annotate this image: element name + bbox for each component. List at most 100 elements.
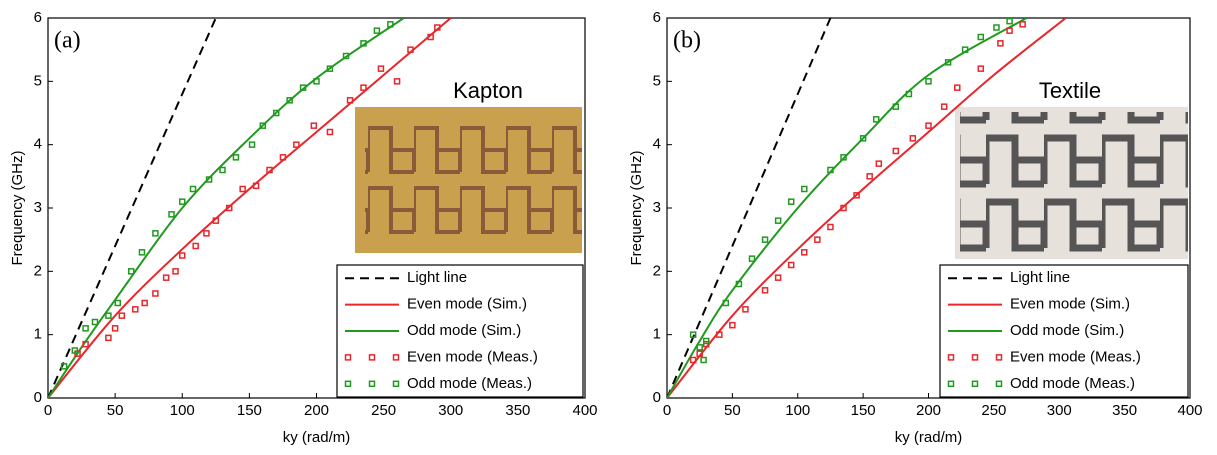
marker (814, 236, 821, 243)
legend-marker (368, 380, 376, 388)
legend-label: Even mode (Sim.) (1010, 296, 1130, 313)
marker (689, 331, 697, 338)
marker (961, 46, 969, 53)
marker (162, 274, 170, 281)
x-tick-label: 50 (724, 402, 741, 419)
y-tick-label: 2 (34, 262, 42, 279)
marker (944, 59, 952, 66)
marker (853, 192, 860, 199)
x-tick-label: 50 (107, 402, 124, 419)
marker (761, 236, 769, 243)
sim-line (48, 18, 405, 398)
legend-marker (392, 354, 400, 361)
y-tick-label: 5 (34, 72, 42, 89)
x-tick-label: 100 (170, 402, 195, 419)
marker (342, 52, 350, 60)
marker (248, 141, 256, 148)
legend-label: Light line (1010, 269, 1070, 286)
panel-label: (b) (673, 28, 701, 54)
y-tick-label: 0 (653, 389, 661, 406)
y-axis-label: Frequency (GHz) (628, 150, 645, 265)
marker (114, 299, 122, 307)
y-tick-label: 6 (34, 9, 42, 26)
y-tick-label: 4 (653, 136, 661, 153)
marker (286, 97, 293, 104)
marker (118, 312, 126, 319)
marker (954, 84, 961, 91)
marker (387, 21, 394, 28)
marker (700, 356, 707, 364)
y-tick-label: 3 (34, 199, 42, 216)
y-tick-label: 1 (34, 326, 42, 343)
legend-label: Odd mode (Meas.) (1010, 375, 1135, 392)
light-line (48, 18, 217, 398)
inset-photo-b (955, 107, 1188, 259)
marker (91, 318, 99, 326)
x-tick-label: 0 (44, 402, 52, 419)
x-tick-label: 250 (981, 402, 1006, 419)
y-tick-label: 3 (653, 199, 661, 216)
legend-label: Odd mode (Sim.) (1010, 322, 1124, 339)
sim-line (667, 18, 1067, 398)
marker (875, 160, 883, 167)
marker (801, 185, 808, 193)
marker (203, 230, 210, 237)
marker (1006, 18, 1013, 25)
marker (761, 287, 769, 294)
legend-marker (971, 380, 979, 388)
marker (872, 116, 880, 123)
marker (360, 84, 367, 91)
legend-marker (947, 380, 955, 388)
marker (702, 337, 710, 345)
marker (722, 299, 730, 307)
x-tick-label: 350 (1112, 402, 1137, 419)
marker (407, 46, 414, 53)
marker (827, 223, 834, 231)
x-tick-label: 400 (572, 402, 597, 419)
marker (127, 268, 135, 275)
marker (266, 166, 273, 174)
marker (360, 40, 367, 47)
marker (925, 78, 932, 85)
marker (326, 65, 334, 72)
marker (141, 299, 148, 307)
marker (840, 154, 847, 161)
marker (696, 344, 703, 351)
x-axis-label: ky (rad/m) (895, 429, 963, 446)
legend-marker (344, 354, 352, 361)
marker (239, 185, 246, 193)
legend-label: Even mode (Meas.) (1010, 348, 1141, 365)
marker (925, 122, 932, 129)
sim-line (667, 18, 1028, 398)
legend-marker (995, 380, 1003, 388)
inset-label: Kapton (453, 78, 523, 103)
marker (393, 78, 401, 85)
marker (192, 242, 199, 250)
y-tick-label: 0 (34, 389, 42, 406)
x-tick-label: 200 (916, 402, 941, 419)
marker (696, 350, 703, 357)
marker (892, 103, 900, 110)
marker (179, 198, 186, 205)
marker (272, 109, 280, 117)
marker (168, 211, 175, 218)
marker (787, 198, 795, 205)
marker (212, 217, 220, 224)
marker (977, 33, 985, 41)
marker (866, 173, 873, 180)
marker (138, 249, 146, 256)
marker (377, 65, 385, 72)
marker (82, 340, 89, 348)
x-tick-label: 200 (304, 402, 329, 419)
x-tick-label: 0 (663, 402, 671, 419)
marker (892, 147, 900, 155)
marker (801, 249, 808, 256)
data-layer (667, 18, 1067, 398)
data-layer (48, 18, 452, 398)
y-tick-label: 2 (653, 262, 661, 279)
marker (689, 356, 697, 364)
light-line (667, 18, 832, 398)
marker (299, 84, 307, 91)
marker (179, 252, 186, 259)
marker (132, 306, 139, 313)
